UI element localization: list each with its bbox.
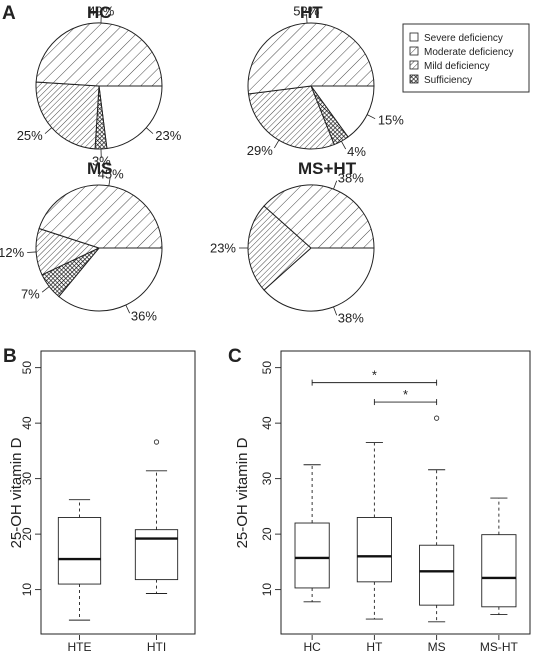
pie-percent-label: 45%: [98, 166, 124, 181]
panel-label-a: A: [2, 3, 16, 24]
pie-label-tick: [27, 251, 37, 253]
pie-percent-label: 4%: [347, 144, 366, 159]
panel-label-b: B: [3, 346, 17, 367]
pie-label-tick: [274, 140, 280, 149]
pie-label-tick: [44, 127, 53, 134]
x-tick-label: HTI: [147, 640, 166, 654]
y-tick-label: 50: [260, 361, 274, 375]
pie-legend: Severe deficiency Moderate deficiency Mi…: [402, 23, 530, 93]
pie-percent-label: 12%: [0, 245, 25, 260]
legend-label-mild: Mild deficiency: [424, 61, 490, 72]
y-tick-label: 20: [20, 527, 34, 541]
pie-slice-severe-deficiency: [263, 247, 375, 312]
y-tick-label: 30: [20, 472, 34, 486]
x-tick-label: HT: [366, 640, 383, 654]
box-hc: [294, 522, 330, 589]
pie-title-hc: HC: [87, 3, 112, 22]
y-tick-label: 20: [260, 527, 274, 541]
significance-star: *: [403, 387, 408, 402]
pie-percent-label: 25%: [17, 128, 43, 143]
panel-label-c: C: [228, 346, 242, 367]
y-tick-label: 40: [260, 416, 274, 430]
box-ms: [419, 544, 455, 606]
pie-slice-moderate-deficiency: [38, 184, 163, 249]
x-tick-label: MS-HT: [480, 640, 519, 654]
outlier-point: [153, 439, 160, 445]
y-tick-label: 10: [20, 583, 34, 597]
pie-percent-label: 52%: [293, 4, 319, 19]
plot-frame-b: [40, 350, 196, 635]
box-ht: [356, 517, 392, 583]
y-axis-label-b: 25-OH vitamin D: [8, 437, 25, 548]
outlier-point: [434, 415, 440, 421]
pie-percent-label: 3%: [92, 153, 111, 168]
y-tick-label: 40: [20, 416, 34, 430]
box-hte: [57, 517, 102, 585]
pie-percent-label: 23%: [155, 128, 181, 143]
y-tick-label: 10: [260, 583, 274, 597]
pie-slice-severe-deficiency: [310, 85, 375, 138]
pie-label-tick: [41, 286, 50, 293]
pie-slice-severe-deficiency: [58, 247, 163, 312]
pie-title-ms: MS: [87, 159, 113, 178]
pie-percent-label: 15%: [378, 113, 404, 128]
pie-title-ht: HT: [300, 3, 323, 22]
pie-label-tick: [333, 180, 338, 190]
pie-slice-moderate-deficiency: [35, 22, 163, 87]
legend-swatch-moderate: [409, 46, 419, 56]
legend-label-sufficiency: Sufficiency: [424, 75, 472, 86]
legend-label-severe: Severe deficiency: [424, 33, 503, 44]
pie-percent-label: 49%: [88, 4, 114, 19]
pie-label-tick: [366, 114, 376, 120]
pie-percent-label: 23%: [210, 241, 236, 256]
x-tick-label: HTE: [68, 640, 92, 654]
y-tick-label: 30: [260, 472, 274, 486]
legend-box: [402, 23, 530, 93]
pie-slice-moderate-deficiency: [263, 184, 375, 249]
box-ms-ht: [481, 534, 517, 608]
pie-slice-mild-deficiency: [35, 81, 100, 150]
pie-percent-label: 36%: [131, 308, 157, 323]
legend-item-sufficiency: Sufficiency: [409, 74, 472, 86]
legend-item-mild: Mild deficiency: [409, 60, 490, 72]
legend-item-severe: Severe deficiency: [409, 32, 503, 44]
pie-title-ms-ht: MS+HT: [298, 159, 357, 178]
legend-item-moderate: Moderate deficiency: [409, 46, 514, 58]
pie-percent-label: 7%: [21, 286, 40, 301]
boxplot-b: 10 20 30 40 50 HTE HTI: [20, 361, 179, 654]
pie-chart-ms: 36% 7% 12% 45%: [0, 166, 163, 323]
legend-swatch-sufficiency: [409, 74, 419, 84]
pie-chart-ht: 15% 4% 29% 52%: [247, 4, 404, 160]
pie-slice-moderate-deficiency: [247, 22, 375, 95]
pie-label-tick: [108, 176, 111, 186]
pie-chart-ms-ht: 38% 23% 38%: [210, 170, 375, 326]
legend-label-moderate: Moderate deficiency: [424, 47, 514, 58]
pie-percent-label: 38%: [338, 170, 364, 185]
significance-star: *: [372, 368, 377, 383]
legend-swatch-mild: [409, 60, 419, 70]
pie-label-tick: [125, 304, 131, 314]
pie-label-tick: [333, 306, 338, 316]
plot-frame-c: [280, 350, 531, 635]
pie-label-tick: [145, 127, 154, 134]
boxplot-c: 10 20 30 40 50 HC HT MS MS-HT * *: [260, 361, 519, 654]
x-tick-label: HC: [303, 640, 321, 654]
box-hti: [134, 529, 179, 581]
pie-slice-severe-deficiency: [98, 85, 163, 150]
legend-swatch-severe: [409, 32, 419, 42]
pie-label-tick: [306, 14, 308, 24]
pie-chart-hc: 23% 3% 25% 49%: [17, 4, 182, 169]
y-tick-label: 50: [20, 361, 34, 375]
y-axis-label-c: 25-OH vitamin D: [234, 437, 251, 548]
pie-percent-label: 38%: [338, 311, 364, 326]
x-tick-label: MS: [428, 640, 446, 654]
pie-percent-label: 29%: [247, 143, 273, 158]
pie-label-tick: [340, 141, 347, 150]
